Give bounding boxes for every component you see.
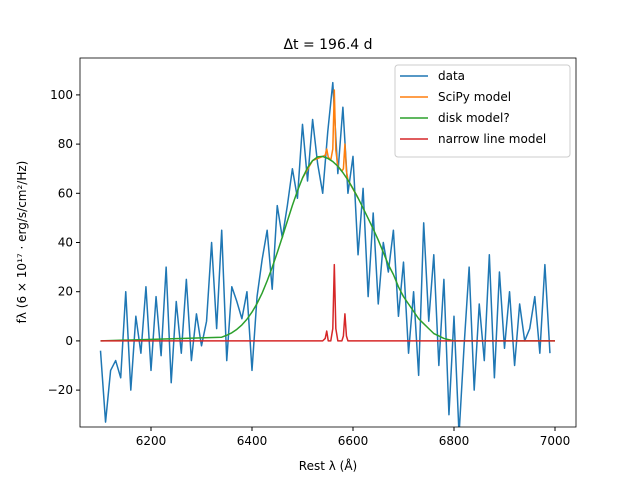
y-tick-label: 20 <box>58 285 73 299</box>
series-line <box>100 263 555 342</box>
chart-title: Δt = 196.4 d <box>283 37 372 53</box>
y-tick-label: 100 <box>50 88 73 102</box>
y-tick-label: −20 <box>48 383 73 397</box>
plot-frame <box>79 57 577 428</box>
x-tick-label: 6400 <box>237 434 268 448</box>
y-axis-label: fλ (6 × 10¹⁷ · erg/s/cm²/Hz) <box>15 161 29 324</box>
legend-box <box>394 64 571 158</box>
y-tick-label: 0 <box>65 334 73 348</box>
x-tick-label: 6800 <box>439 434 470 448</box>
plot-area <box>99 81 555 427</box>
y-tick-label: 60 <box>58 186 73 200</box>
x-tick-label: 6200 <box>136 434 167 448</box>
legend-label: narrow line model <box>438 132 546 146</box>
series-line <box>99 81 551 427</box>
x-tick-label: 7000 <box>540 434 571 448</box>
legend-label: SciPy model <box>438 90 511 104</box>
x-axis-label: Rest λ (Å) <box>299 458 357 473</box>
y-tick-label: 40 <box>58 236 73 250</box>
legend-label: data <box>438 69 465 83</box>
x-tick-label: 6600 <box>338 434 369 448</box>
legend-label: disk model? <box>438 111 510 125</box>
series-line <box>301 89 359 199</box>
series-line <box>100 155 555 342</box>
y-tick-label: 80 <box>58 137 73 151</box>
